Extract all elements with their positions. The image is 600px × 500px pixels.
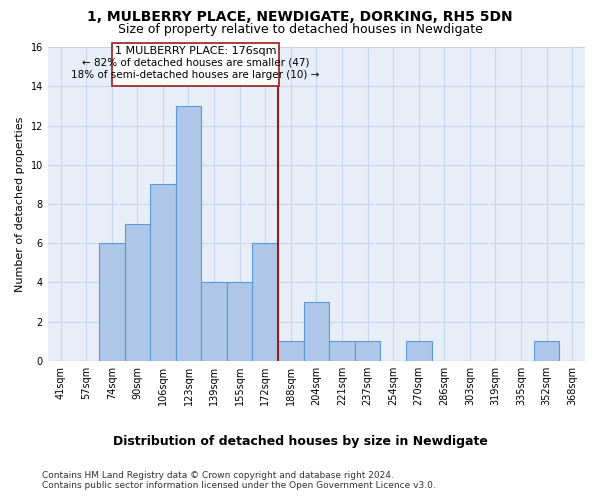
- Bar: [406, 341, 431, 361]
- Bar: [227, 282, 253, 361]
- Bar: [112, 44, 280, 86]
- Bar: [201, 282, 227, 361]
- Bar: [329, 341, 355, 361]
- Bar: [150, 184, 176, 361]
- Bar: [304, 302, 329, 361]
- Text: Contains HM Land Registry data © Crown copyright and database right 2024.: Contains HM Land Registry data © Crown c…: [42, 471, 394, 480]
- Text: Size of property relative to detached houses in Newdigate: Size of property relative to detached ho…: [118, 22, 482, 36]
- Text: ← 82% of detached houses are smaller (47): ← 82% of detached houses are smaller (47…: [82, 58, 309, 68]
- Bar: [534, 341, 559, 361]
- Text: 1 MULBERRY PLACE: 176sqm: 1 MULBERRY PLACE: 176sqm: [115, 46, 276, 56]
- Text: 18% of semi-detached houses are larger (10) →: 18% of semi-detached houses are larger (…: [71, 70, 320, 80]
- Text: 1, MULBERRY PLACE, NEWDIGATE, DORKING, RH5 5DN: 1, MULBERRY PLACE, NEWDIGATE, DORKING, R…: [87, 10, 513, 24]
- Bar: [253, 243, 278, 361]
- Bar: [278, 341, 304, 361]
- Bar: [355, 341, 380, 361]
- Text: Distribution of detached houses by size in Newdigate: Distribution of detached houses by size …: [113, 435, 487, 448]
- Bar: [176, 106, 201, 361]
- Bar: [125, 224, 150, 361]
- Y-axis label: Number of detached properties: Number of detached properties: [15, 116, 25, 292]
- Bar: [99, 243, 125, 361]
- Text: Contains public sector information licensed under the Open Government Licence v3: Contains public sector information licen…: [42, 481, 436, 490]
